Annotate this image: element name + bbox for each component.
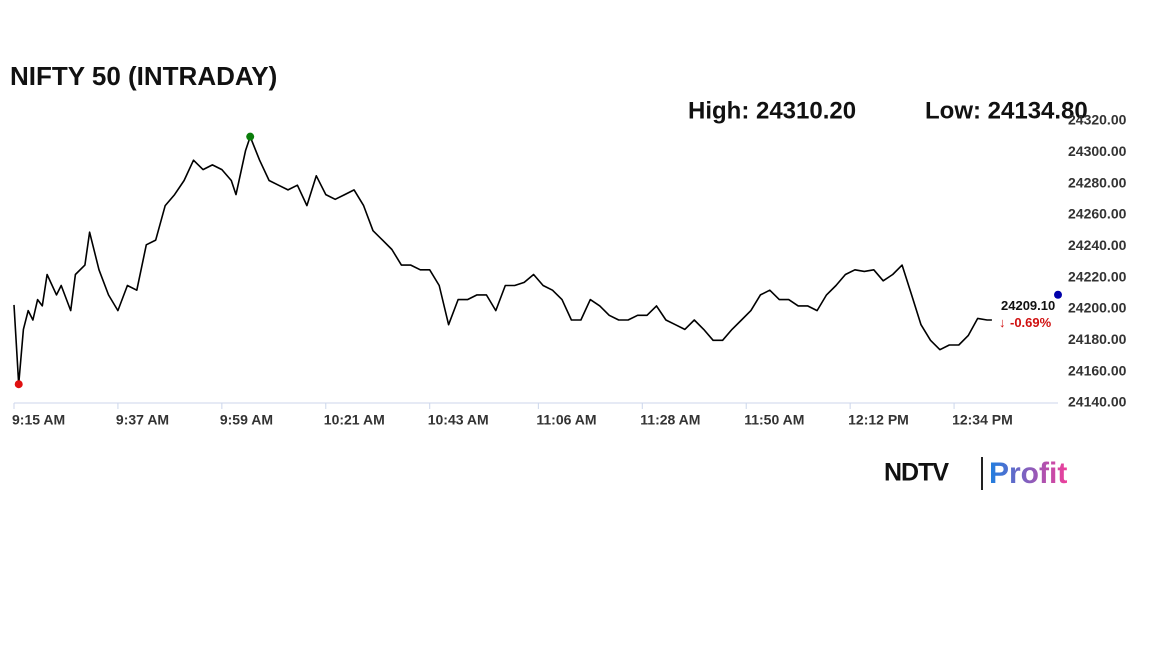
y-tick-label: 24300.00 bbox=[1068, 143, 1127, 159]
high-marker bbox=[246, 132, 255, 141]
x-tick-label: 11:06 AM bbox=[536, 412, 596, 428]
x-tick-label: 11:28 AM bbox=[640, 412, 700, 428]
y-tick-label: 24200.00 bbox=[1068, 300, 1127, 316]
logo-profit: Profit bbox=[989, 457, 1067, 490]
logo-ndtv: NDTV bbox=[884, 459, 949, 487]
price-line bbox=[13, 135, 992, 385]
y-tick-label: 24320.00 bbox=[1068, 112, 1127, 128]
change-arrow: ↓ bbox=[999, 315, 1006, 330]
y-tick-label: 24260.00 bbox=[1068, 206, 1127, 222]
y-tick-label: 24160.00 bbox=[1068, 362, 1127, 378]
y-tick-label: 24220.00 bbox=[1068, 268, 1127, 284]
x-tick-label: 9:59 AM bbox=[220, 412, 273, 428]
x-tick-label: 9:15 AM bbox=[12, 412, 65, 428]
low-label: Low: 24134.80 bbox=[925, 97, 1088, 124]
high-label: High: 24310.20 bbox=[688, 97, 856, 124]
last-value-label: 24209.10 bbox=[1001, 298, 1055, 313]
x-tick-label: 10:43 AM bbox=[428, 412, 489, 428]
chart-title: NIFTY 50 (INTRADAY) bbox=[10, 61, 277, 91]
y-tick-label: 24240.00 bbox=[1068, 237, 1127, 253]
x-tick-label: 12:12 PM bbox=[848, 412, 909, 428]
y-tick-label: 24180.00 bbox=[1068, 331, 1127, 347]
x-tick-label: 10:21 AM bbox=[324, 412, 385, 428]
x-tick-label: 9:37 AM bbox=[116, 412, 169, 428]
last-marker bbox=[1054, 290, 1062, 299]
y-tick-label: 24280.00 bbox=[1068, 174, 1127, 190]
y-tick-label: 24140.00 bbox=[1068, 394, 1127, 410]
change-label: -0.69% bbox=[1010, 315, 1052, 330]
x-tick-label: 12:34 PM bbox=[952, 412, 1013, 428]
x-tick-label: 11:50 AM bbox=[744, 412, 804, 428]
low-marker bbox=[14, 380, 23, 389]
